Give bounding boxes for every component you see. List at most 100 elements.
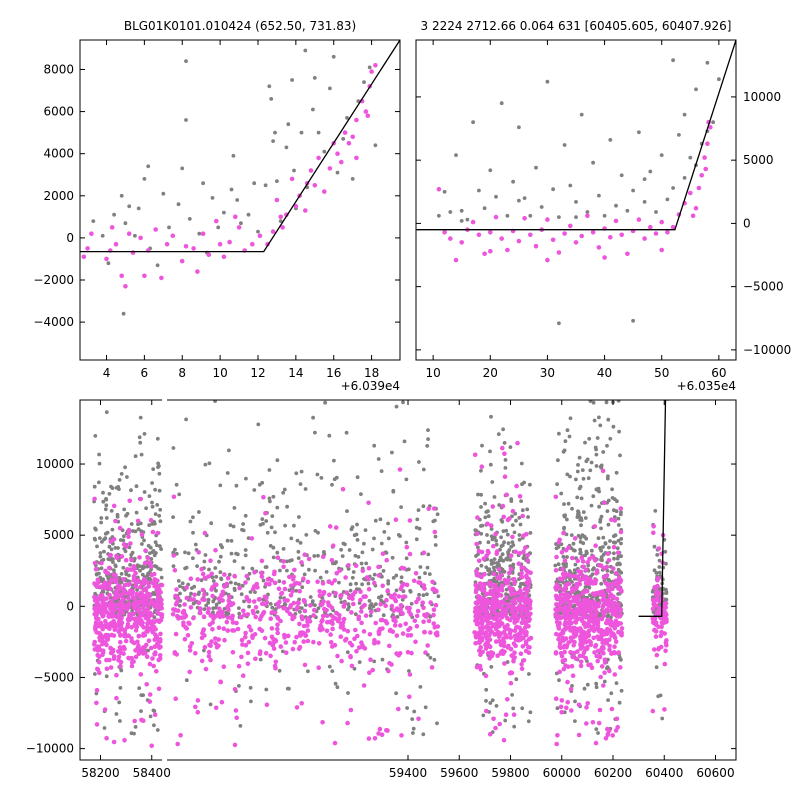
magenta-data-point bbox=[431, 506, 437, 511]
grey-data-point bbox=[598, 423, 603, 428]
magenta-data-point bbox=[209, 571, 214, 577]
magenta-data-point bbox=[150, 656, 155, 661]
magenta-data-point bbox=[297, 621, 302, 627]
magenta-data-point bbox=[607, 643, 612, 649]
magenta-data-point bbox=[363, 109, 369, 114]
magenta-data-point bbox=[584, 705, 589, 710]
magenta-data-point bbox=[283, 640, 289, 645]
magenta-data-point bbox=[616, 602, 621, 607]
magenta-data-point bbox=[502, 649, 507, 655]
grey-data-point bbox=[214, 588, 218, 593]
x-tick-label: 14 bbox=[288, 366, 303, 380]
magenta-data-point bbox=[563, 636, 569, 641]
magenta-data-point bbox=[569, 620, 574, 626]
grey-data-point bbox=[211, 610, 215, 615]
grey-data-point bbox=[606, 522, 611, 527]
magenta-data-point bbox=[240, 673, 246, 678]
magenta-data-point bbox=[264, 702, 270, 708]
grey-data-point bbox=[153, 512, 158, 516]
magenta-data-point bbox=[264, 600, 270, 605]
magenta-data-point bbox=[480, 614, 485, 620]
grey-data-point bbox=[93, 537, 97, 542]
magenta-data-point bbox=[110, 647, 116, 653]
magenta-data-point bbox=[493, 725, 498, 731]
grey-data-point bbox=[97, 452, 101, 457]
magenta-data-point bbox=[399, 610, 405, 616]
grey-data-point bbox=[417, 460, 421, 464]
grey-data-point bbox=[601, 545, 605, 549]
grey-data-point bbox=[459, 208, 464, 213]
magenta-data-point bbox=[156, 657, 161, 663]
grey-data-point bbox=[619, 537, 624, 541]
magenta-data-point bbox=[150, 529, 156, 535]
magenta-data-point bbox=[378, 601, 384, 607]
magenta-data-point bbox=[568, 223, 573, 229]
grey-data-point bbox=[101, 577, 105, 582]
magenta-data-point bbox=[128, 567, 134, 572]
grey-data-point bbox=[135, 563, 140, 568]
grey-data-point bbox=[386, 521, 390, 526]
magenta-data-point bbox=[152, 712, 158, 717]
magenta-data-point bbox=[273, 666, 278, 671]
grey-data-point bbox=[511, 706, 516, 711]
grey-data-point bbox=[597, 415, 601, 420]
magenta-data-point bbox=[404, 544, 410, 550]
magenta-data-point bbox=[653, 231, 659, 236]
grey-data-point bbox=[95, 544, 99, 549]
grey-data-point bbox=[579, 496, 584, 501]
magenta-data-point bbox=[132, 600, 138, 606]
grey-data-point bbox=[374, 602, 378, 606]
magenta-data-point bbox=[175, 596, 181, 601]
grey-data-point bbox=[98, 536, 102, 540]
grey-data-point bbox=[414, 525, 419, 530]
grey-data-point bbox=[435, 721, 439, 726]
magenta-data-point bbox=[664, 616, 669, 622]
grey-data-point bbox=[156, 566, 161, 571]
magenta-data-point bbox=[575, 649, 580, 654]
magenta-data-point bbox=[474, 587, 479, 592]
grey-data-point bbox=[193, 542, 198, 547]
grey-data-point bbox=[117, 478, 122, 482]
magenta-data-point bbox=[656, 546, 662, 551]
grey-data-point bbox=[199, 578, 204, 583]
grey-data-point bbox=[150, 504, 155, 509]
magenta-data-point bbox=[522, 625, 528, 630]
grey-data-point bbox=[574, 215, 578, 220]
magenta-data-point bbox=[335, 653, 340, 659]
grey-data-point bbox=[608, 138, 613, 142]
magenta-data-point bbox=[131, 575, 137, 581]
magenta-data-point bbox=[158, 590, 163, 595]
grey-data-point bbox=[104, 410, 109, 414]
magenta-data-point bbox=[516, 631, 522, 637]
magenta-data-point bbox=[104, 256, 109, 262]
magenta-data-point bbox=[328, 632, 333, 637]
magenta-data-point bbox=[504, 595, 509, 601]
grey-data-point bbox=[155, 263, 160, 268]
magenta-data-point bbox=[380, 551, 386, 556]
grey-data-point bbox=[139, 452, 144, 457]
magenta-data-point bbox=[369, 69, 374, 74]
magenta-data-point bbox=[363, 613, 369, 618]
grey-data-point bbox=[569, 533, 574, 537]
magenta-data-point bbox=[123, 544, 129, 549]
magenta-data-point bbox=[257, 597, 262, 602]
magenta-data-point bbox=[274, 197, 280, 203]
magenta-data-point bbox=[484, 636, 490, 642]
magenta-data-point bbox=[110, 621, 115, 626]
magenta-data-point bbox=[612, 672, 618, 677]
magenta-data-point bbox=[389, 603, 395, 609]
magenta-data-point bbox=[269, 577, 274, 583]
grey-data-point bbox=[341, 137, 346, 141]
magenta-data-point bbox=[653, 634, 659, 639]
grey-data-point bbox=[102, 549, 106, 554]
grey-data-point bbox=[117, 487, 121, 491]
grey-data-point bbox=[616, 516, 621, 521]
grey-data-point bbox=[281, 649, 285, 654]
grey-data-point bbox=[285, 568, 289, 573]
magenta-data-point bbox=[269, 610, 275, 615]
grey-data-point bbox=[476, 545, 480, 550]
magenta-data-point bbox=[407, 518, 413, 523]
grey-data-point bbox=[478, 540, 482, 545]
magenta-data-point bbox=[586, 608, 591, 614]
magenta-data-point bbox=[398, 586, 404, 592]
